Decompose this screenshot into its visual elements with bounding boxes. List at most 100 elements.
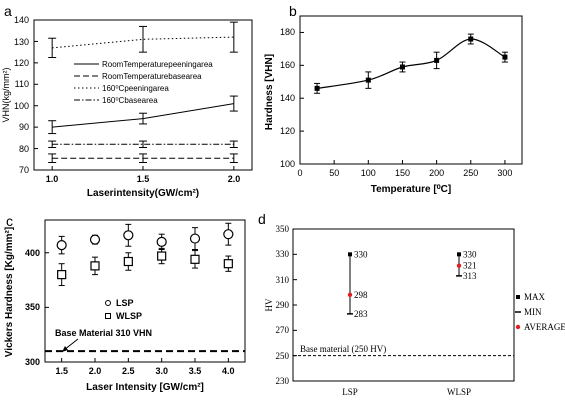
average-marker-0 [347,292,353,298]
data-point-b-2 [399,64,405,70]
y-tick-d-6: 350 [276,224,290,234]
y-tick-b-0: 100 [280,159,295,169]
legend-label-a-1: RoomTemperaturebasearea [102,72,202,81]
y-tick-d-3: 290 [276,300,290,310]
y-tick-d-0: 230 [276,376,290,386]
y-tick-a-3: 100 [14,101,29,111]
legend-label-min: MIN [524,307,542,317]
max-marker-1 [457,252,461,257]
y-tick-a-0: 70 [19,165,29,175]
legend-c: LSP WLSP [105,298,142,321]
max-marker-0 [348,252,352,257]
series-marks-b [314,33,508,94]
panel-label-b: b [289,3,297,19]
legend-label-a-3: 160⁰Cbasearea [102,96,158,105]
x-axis-label-b: Temperature [⁰C] [371,184,452,195]
base-material-label-d: Base material (250 HV) [300,344,386,354]
data-point-lsp-5 [223,229,234,240]
x-tick-c-5: 4.0 [222,366,235,376]
x-tick-b-0: 0 [297,168,302,178]
x-tick-labels-b: 0 50 100 150 200 250 300 [297,168,512,178]
y-axis-label-b: Hardness [VHN] [264,54,275,130]
x-tick-b-6: 300 [497,168,512,178]
data-point-wlsp-2 [123,256,133,267]
data-point-lsp-2 [123,230,134,241]
legend-d: MAX MIN AVERAGE [515,292,565,332]
x-tick-c-4: 3.5 [189,366,202,376]
x-tick-c-3: 3.0 [155,366,168,376]
legend-marker-max [516,295,520,299]
y-tick-labels-a: 70 80 90 100 110 120 130 140 [14,15,29,175]
legend-label-max: MAX [524,292,546,302]
y-tick-b-2: 140 [280,93,295,103]
x-tick-b-2: 100 [361,168,376,178]
chart-a: a 70 80 90 100 110 120 130 140 1.0 1.5 2… [1,3,253,199]
y-tick-a-4: 110 [15,79,29,89]
data-point-wlsp-0 [57,270,67,280]
max-label-0: 330 [354,249,368,259]
fit-curve-b [317,38,506,89]
average-label-0: 298 [354,290,368,300]
y-tick-d-5: 330 [276,249,290,259]
x-tick-b-1: 50 [329,168,339,178]
data-point-lsp-3 [156,236,167,247]
x-tick-c-1: 2.0 [89,366,102,376]
y-tick-b-4: 180 [280,27,295,37]
panel-label-a: a [4,3,12,19]
x-axis-label-c: Laser Intensity [GW/cm²] [86,382,204,393]
base-material-arrowhead [62,346,68,352]
legend-label-average: AVERAGE [524,322,565,332]
chart-c: c 300 350 400 1.5 2.0 2.5 3.0 3.5 4.0 La… [4,213,246,393]
min-label-0: 283 [354,309,368,319]
tick-marks-d [293,228,297,382]
x-tick-labels-a: 1.0 1.5 2.0 [46,174,241,184]
panel-label-d: d [258,211,266,227]
y-tick-a-6: 130 [14,37,29,47]
base-material-label-c: Base Material 310 VHN [55,328,152,338]
max-label-1: 330 [463,249,477,259]
y-tick-a-7: 140 [14,15,29,25]
legend-a: RoomTemperaturepeeningarea RoomTemperatu… [74,60,213,105]
plot-frame-d [292,228,515,382]
legend-label-a-0: RoomTemperaturepeeningarea [102,60,213,69]
y-tick-b-1: 120 [280,126,295,136]
average-label-1: 321 [463,261,477,271]
x-tick-c-2: 2.5 [122,366,135,376]
plot-frame-c [44,219,246,363]
series-marks-a [48,21,238,163]
data-point-lsp-4 [189,233,201,244]
legend-marker-average [515,324,521,330]
x-category-lsp: LSP [342,387,358,397]
chart-d: d 230 250 270 290 310 330 350 HV LSP WLS… [258,211,565,397]
y-tick-a-5: 120 [14,58,29,68]
min-label-1: 313 [463,271,477,281]
tick-marks-c [45,252,229,363]
y-tick-c-2: 400 [25,248,40,258]
y-tick-d-1: 250 [276,351,290,361]
data-point-lsp-1 [89,234,101,245]
y-axis-label-d: HV [264,298,274,311]
data-point-b-3 [434,57,440,63]
plot-frame-b [299,15,523,165]
tick-marks-b [299,31,506,165]
data-point-wlsp-5 [223,259,233,269]
y-tick-labels-c: 300 350 400 [25,248,40,367]
y-tick-labels-d: 230 250 270 290 310 330 350 [276,224,290,386]
data-point-wlsp-1 [90,261,100,271]
series-marks-c [45,222,245,353]
y-tick-b-3: 160 [280,60,295,70]
x-tick-a-2: 2.0 [228,174,241,184]
y-tick-a-2: 90 [19,122,29,132]
panel-label-c: c [6,213,13,229]
x-category-wlsp: WLSP [447,387,471,397]
x-tick-b-5: 250 [463,168,478,178]
y-tick-labels-b: 100 120 140 160 180 [280,27,295,169]
y-tick-d-2: 270 [276,325,290,335]
x-axis-label-a: Laserintensity(GW/cm²) [87,188,199,199]
x-tick-a-1: 1.5 [137,174,150,184]
x-tick-b-3: 150 [395,168,410,178]
data-point-b-5 [502,54,508,60]
y-axis-label-c: Vickers Hardness [Kg/mm²] [4,227,15,357]
